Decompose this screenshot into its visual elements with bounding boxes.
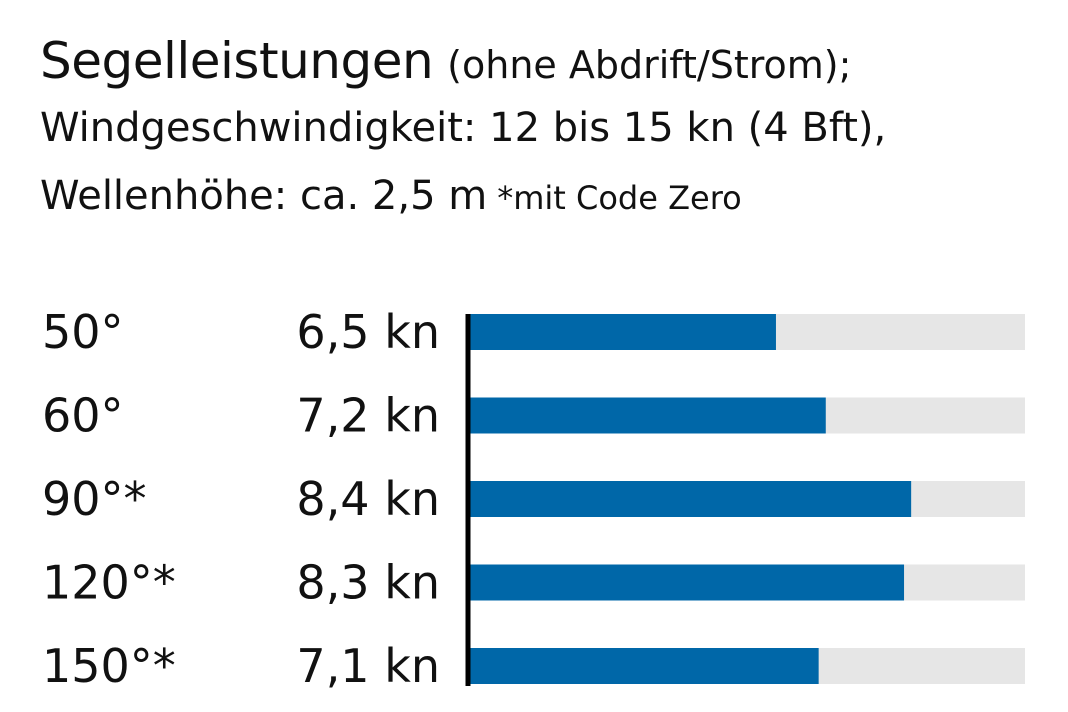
angle-label: 150°* <box>42 639 176 693</box>
row-labels: 50° 60° 90°* 120°* 150°* <box>42 305 176 693</box>
speed-label: 7,2 kn <box>296 389 440 443</box>
code-zero-note: *mit Code Zero <box>497 179 742 217</box>
title-line: Segelleistungen (ohne Abdrift/Strom); <box>40 28 1050 94</box>
bar <box>470 648 819 684</box>
chart-title: Segelleistungen <box>40 32 434 90</box>
wave-height-text: Wellenhöhe: ca. 2,5 m <box>40 173 488 219</box>
angle-label: 120°* <box>42 556 176 610</box>
bar <box>470 314 776 350</box>
speed-label: 8,3 kn <box>296 556 440 610</box>
angle-label: 50° <box>42 305 124 359</box>
speed-label: 8,4 kn <box>296 472 440 526</box>
wave-height-line: Wellenhöhe: ca. 2,5 m *mit Code Zero <box>40 162 1050 232</box>
wind-speed-line: Windgeschwindigkeit: 12 bis 15 kn (4 Bft… <box>40 105 887 151</box>
angle-label: 60° <box>42 389 124 443</box>
bar <box>470 564 905 601</box>
speed-label: 7,1 kn <box>296 639 440 693</box>
bar <box>470 397 826 434</box>
value-labels: 6,5 kn 7,2 kn 8,4 kn 8,3 kn 7,1 kn <box>296 305 440 693</box>
bars <box>470 314 912 684</box>
speed-label: 6,5 kn <box>296 305 440 359</box>
angle-label: 90°* <box>42 472 147 526</box>
chart-header: Segelleistungen (ohne Abdrift/Strom); Win… <box>40 28 1050 232</box>
bar <box>470 481 912 517</box>
chart-title-paren: (ohne Abdrift/Strom); <box>447 43 852 87</box>
